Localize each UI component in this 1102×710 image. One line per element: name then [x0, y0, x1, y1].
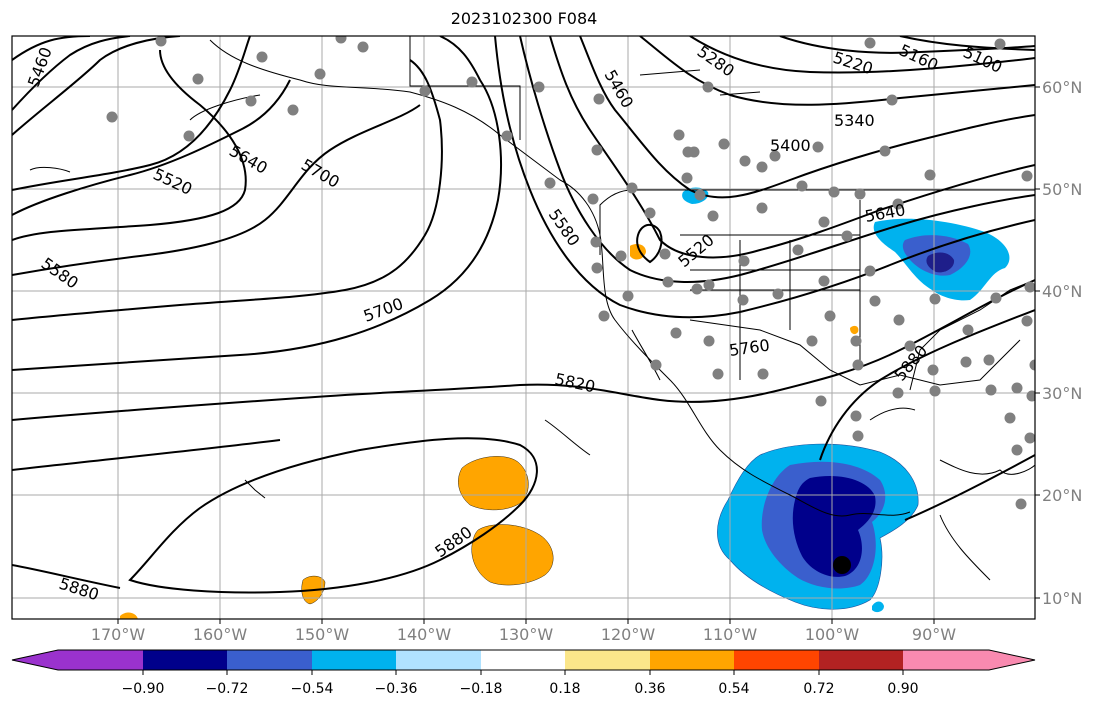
colorbar-tick: 0.36	[634, 681, 665, 697]
lon-label: 120°W	[601, 625, 656, 644]
colorbar-tick: −0.90	[122, 681, 165, 697]
latitude-labels: 60°N 50°N 40°N 30°N 20°N 10°N	[1035, 78, 1082, 608]
lon-label: 130°W	[499, 625, 554, 644]
colorbar-segment	[227, 650, 312, 670]
colorbar-segment	[312, 650, 396, 670]
colorbar-tick: 0.54	[718, 681, 749, 697]
contour-label: 5340	[834, 111, 875, 130]
colorbar-upper-extend	[989, 650, 1035, 670]
colorbar-tick: 0.90	[887, 681, 918, 697]
lon-label: 110°W	[703, 625, 758, 644]
colorbar-segment	[903, 650, 989, 670]
lon-label: 170°W	[91, 625, 146, 644]
anomaly-negative-greatlakes-strong	[926, 252, 955, 273]
map-title: 2023102300 F084	[450, 9, 598, 28]
anomaly-negative-tiny	[872, 601, 884, 613]
anomaly-positive-2	[471, 524, 554, 586]
anomaly-positive-6	[850, 325, 859, 335]
colorbar-segment	[565, 650, 650, 670]
lat-label: 60°N	[1042, 78, 1082, 97]
lat-label: 10°N	[1042, 589, 1082, 608]
anomaly-shading	[120, 187, 1010, 619]
longitude-labels: 170°W 160°W 150°W 140°W 130°W 120°W 110°…	[91, 619, 956, 644]
colorbar-tick: −0.36	[375, 681, 418, 697]
lon-label: 90°W	[912, 625, 956, 644]
anomaly-positive-1	[458, 456, 529, 511]
height-contours	[12, 36, 1035, 594]
colorbar-segment	[396, 650, 481, 670]
colorbar-tick: −0.72	[206, 681, 249, 697]
colorbar-lower-extend	[12, 650, 58, 670]
lon-label: 140°W	[397, 625, 452, 644]
colorbar: −0.90 −0.72 −0.54 −0.36 −0.18 0.18 0.36 …	[11, 649, 1036, 697]
colorbar-tick: 0.18	[549, 681, 580, 697]
station-markers	[106, 36, 1035, 510]
colorbar-segment	[58, 650, 143, 670]
anomaly-negative-strong	[792, 476, 876, 577]
colorbar-segment	[819, 650, 903, 670]
contour-label: 5400	[770, 136, 811, 155]
lat-label: 50°N	[1042, 180, 1082, 199]
colorbar-tick: −0.54	[291, 681, 334, 697]
colorbar-segment	[734, 650, 819, 670]
colorbar-tick: −0.18	[460, 681, 503, 697]
map-frame	[11, 35, 1036, 620]
colorbar-segment	[143, 650, 227, 670]
lat-label: 40°N	[1042, 282, 1082, 301]
anomaly-positive-5	[120, 612, 138, 619]
lat-label: 30°N	[1042, 384, 1082, 403]
colorbar-tick: 0.72	[803, 681, 834, 697]
lon-label: 150°W	[295, 625, 350, 644]
storm-center-marker	[833, 556, 851, 574]
colorbar-segment	[650, 650, 734, 670]
lat-label: 20°N	[1042, 486, 1082, 505]
colorbar-segment	[481, 650, 565, 670]
lon-label: 160°W	[193, 625, 248, 644]
lon-label: 100°W	[805, 625, 860, 644]
